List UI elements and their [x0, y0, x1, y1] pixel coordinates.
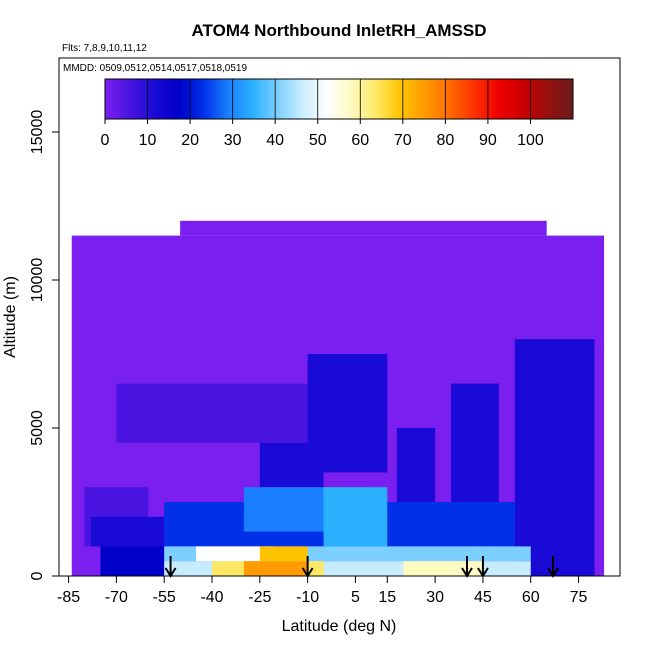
x-tick-label: 45 — [474, 589, 492, 606]
heatmap-cell — [451, 383, 499, 517]
profile-arrow-head — [547, 567, 559, 578]
x-tick-label: 15 — [378, 589, 396, 606]
y-tick-label: 15000 — [29, 110, 46, 155]
x-tick-label: 75 — [570, 589, 588, 606]
heatmap-cell — [90, 516, 165, 547]
y-tick-label: 5000 — [29, 410, 46, 446]
colorbar-tick-label: 60 — [351, 132, 369, 149]
heatmap-cell — [100, 546, 165, 576]
plot-area — [71, 220, 605, 576]
chart-title: ATOM4 Northbound InletRH_AMSSD — [192, 21, 487, 40]
y-axis: 0 5000 10000 15000 — [29, 110, 59, 580]
x-tick-label: -10 — [296, 589, 319, 606]
heatmap-cell — [116, 383, 340, 443]
colorbar-tick-label: 20 — [181, 132, 199, 149]
x-tick-label: 60 — [522, 589, 540, 606]
y-tick-label: 0 — [29, 571, 46, 580]
x-tick-label: -55 — [153, 589, 176, 606]
y-tick-label: 10000 — [29, 258, 46, 303]
heatmap-cell — [514, 339, 595, 576]
x-tick-label: 30 — [426, 589, 444, 606]
colorbar-tick-label: 40 — [266, 132, 284, 149]
profile-arrows — [164, 556, 559, 578]
colorbar-tick-label: 70 — [394, 132, 412, 149]
colorbar-tick-label: 100 — [517, 132, 544, 149]
x-tick-label: -25 — [248, 589, 271, 606]
heatmap-cell — [180, 220, 547, 236]
colorbar-tick-label: 30 — [224, 132, 242, 149]
x-tick-label: 5 — [351, 589, 360, 606]
x-axis: -85 -70 -55 -40 -25 -10 5 15 30 45 60 75 — [57, 576, 588, 606]
heatmap-cell — [307, 354, 388, 473]
colorbar-ramp — [104, 78, 574, 120]
heatmap-cell — [403, 561, 483, 576]
heatmap-cell — [323, 487, 388, 547]
profile-arrow-head — [461, 567, 473, 578]
x-tick-label: -40 — [200, 589, 223, 606]
heatmap-cell — [196, 546, 276, 562]
mmdd-label: MMDD: 0509,0512,0514,0517,0518,0519 — [63, 63, 247, 74]
x-tick-label: -85 — [57, 589, 80, 606]
y-axis-title: Altitude (m) — [2, 276, 19, 358]
colorbar-tick-label: 80 — [436, 132, 454, 149]
flights-label: Flts: 7,8,9,10,11,12 — [62, 43, 147, 54]
profile-arrow-head — [164, 567, 177, 578]
x-axis-title: Latitude (deg N) — [282, 618, 397, 635]
plot-frame — [58, 57, 621, 577]
colorbar-tick-label: 50 — [309, 132, 327, 149]
colorbar-tick-label: 90 — [479, 132, 497, 149]
colorbar-tick-label: 0 — [101, 132, 110, 149]
colorbar: 0 10 20 30 40 50 60 70 80 90 100 — [101, 78, 574, 149]
colorbar-tick-label: 10 — [139, 132, 157, 149]
x-tick-label: -70 — [105, 589, 128, 606]
heatmap-cell — [243, 561, 308, 576]
heatmap-cell — [259, 546, 308, 562]
